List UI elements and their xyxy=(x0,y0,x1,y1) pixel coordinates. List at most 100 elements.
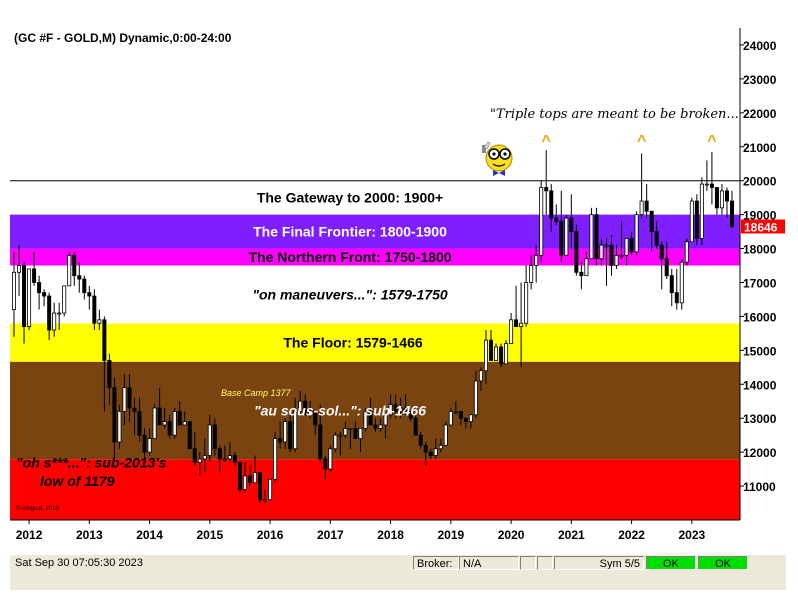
candle xyxy=(328,445,333,473)
chart-title: (GC #F - GOLD,M) Dynamic,0:00-24:00 xyxy=(14,31,232,45)
candle xyxy=(624,237,629,266)
candle-body xyxy=(559,221,564,256)
x-tick-label: 2013 xyxy=(76,528,103,542)
candle-body xyxy=(579,271,584,277)
candle xyxy=(584,251,589,277)
candle xyxy=(544,150,549,215)
candle xyxy=(594,207,599,266)
candle-body xyxy=(684,241,689,263)
candle-body xyxy=(594,214,599,260)
band-northern-front xyxy=(10,248,740,266)
candle-body xyxy=(77,275,82,280)
candle-body xyxy=(62,285,67,314)
x-tick-label: 2018 xyxy=(377,528,404,542)
y-tick-label: 11000 xyxy=(743,480,776,494)
candle xyxy=(639,153,644,219)
candle-body xyxy=(187,421,192,450)
y-axis-panel xyxy=(740,28,786,555)
candle-body xyxy=(263,499,268,502)
candle-body xyxy=(443,424,448,446)
y-tick-label: 24000 xyxy=(743,39,777,53)
candle xyxy=(599,238,604,266)
candle-body xyxy=(433,448,438,456)
status-datetime: Sat Sep 30 07:05:30 2023 xyxy=(15,557,143,569)
candle xyxy=(413,414,418,436)
candle-body xyxy=(463,417,468,423)
candle-body xyxy=(709,183,714,188)
candle-body xyxy=(12,271,17,311)
candle-body xyxy=(22,265,27,327)
nerd-emoji-icon xyxy=(482,141,513,176)
candle xyxy=(478,367,483,392)
candle xyxy=(534,245,539,283)
gold-chart[interactable]: The Gateway to 2000: 1900+ The Final Fron… xyxy=(10,28,786,555)
candle-body xyxy=(338,434,343,437)
candle-body xyxy=(363,411,368,429)
candle xyxy=(212,418,217,456)
band-label-oh-s-line1: "oh s***...": sub-2013's xyxy=(16,454,167,470)
candle xyxy=(418,431,423,449)
status-ok-1[interactable]: OK xyxy=(646,556,696,570)
y-tick-label: 20000 xyxy=(743,175,777,189)
candle-body xyxy=(398,407,403,412)
band-label-gateway: The Gateway to 2000: 1900+ xyxy=(257,190,443,206)
candle-body xyxy=(333,434,338,450)
band-label-final-frontier: The Final Frontier: 1800-1900 xyxy=(253,224,447,240)
candle xyxy=(609,234,614,276)
status-blank-1 xyxy=(520,556,536,570)
candle xyxy=(177,401,182,426)
candle xyxy=(192,431,197,466)
band-label-sous-sol: "au sous-sol...": sub-1466 xyxy=(254,403,426,419)
candle xyxy=(227,441,232,463)
candle xyxy=(674,268,679,310)
candle xyxy=(22,262,27,344)
candle xyxy=(654,221,659,249)
candle-body xyxy=(453,411,458,413)
x-tick-label: 2023 xyxy=(678,528,705,542)
candle xyxy=(438,438,443,453)
candle xyxy=(724,187,729,219)
candle-body xyxy=(664,258,669,277)
candle-body xyxy=(57,312,62,315)
candle-body xyxy=(549,190,554,219)
candle xyxy=(634,211,639,256)
candle xyxy=(649,210,654,252)
candle-body xyxy=(403,407,408,412)
candle xyxy=(288,414,293,453)
candle-body xyxy=(388,404,393,416)
candle-body xyxy=(378,424,383,429)
candle-body xyxy=(97,319,102,324)
candle xyxy=(579,262,584,290)
candle xyxy=(403,394,408,415)
candle xyxy=(197,452,202,476)
base-camp-label: Base Camp 1377 xyxy=(221,388,292,398)
candle-body xyxy=(152,407,157,439)
candle xyxy=(363,408,368,432)
candle-body xyxy=(669,275,674,294)
candle xyxy=(483,329,488,385)
candle-body xyxy=(112,387,117,443)
candle xyxy=(428,448,433,459)
candle-body xyxy=(142,434,147,453)
candle-body xyxy=(644,200,649,212)
candle-body xyxy=(554,217,559,222)
candle-body xyxy=(82,278,87,294)
candle-body xyxy=(117,411,122,443)
candle xyxy=(719,184,724,215)
candle-body xyxy=(232,455,237,463)
candle xyxy=(378,418,383,432)
candle-body xyxy=(52,312,57,331)
candle xyxy=(27,268,32,330)
candle xyxy=(142,428,147,459)
status-ok-2[interactable]: OK xyxy=(698,556,748,570)
triple-tops-annotation: "Triple tops are meant to be broken..." xyxy=(490,107,745,122)
candle-body xyxy=(614,254,619,266)
candle xyxy=(323,455,328,480)
candle xyxy=(604,238,609,286)
candle xyxy=(488,329,493,361)
candle xyxy=(539,180,544,263)
x-tick-label: 2017 xyxy=(317,528,344,542)
y-tick-label: 12000 xyxy=(743,446,777,460)
candle-body xyxy=(473,380,478,416)
candle xyxy=(463,417,468,429)
